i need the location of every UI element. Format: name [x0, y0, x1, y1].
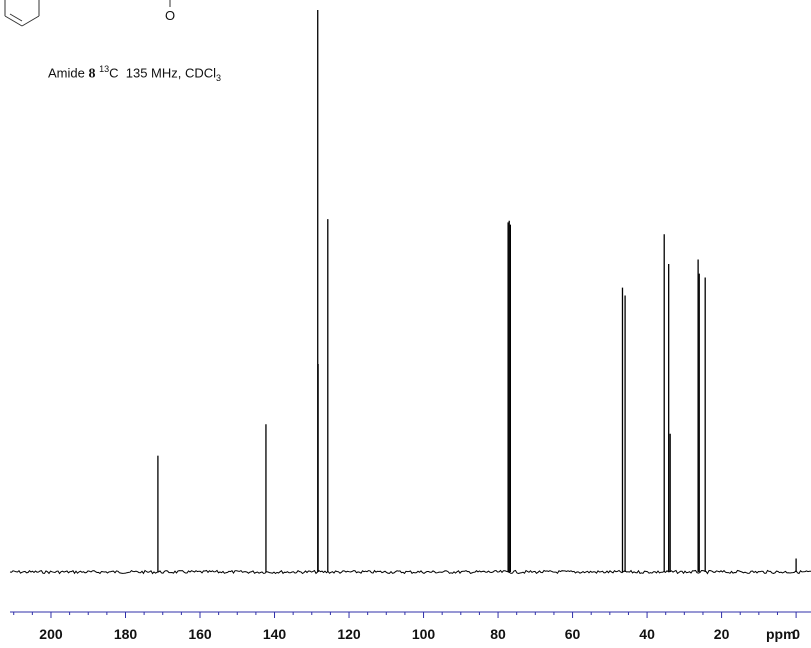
- spectrum-baseline: [9, 569, 811, 575]
- solvent-subscript: 3: [216, 72, 222, 83]
- x-axis-label: ppm: [766, 626, 796, 642]
- spectrum-caption: Amide 8 13C 135 MHz, CDCl3: [48, 64, 221, 83]
- x-tick-label-20: 20: [714, 626, 730, 642]
- nucleus-mass: 13: [99, 64, 110, 74]
- peaks-layer: [157, 10, 797, 572]
- acquisition-conditions: 135 MHz, CDCl: [125, 65, 217, 81]
- structure-fragment: O: [4, 0, 175, 27]
- x-tick-label-120: 120: [337, 626, 361, 642]
- x-tick-label-100: 100: [412, 626, 436, 642]
- x-tick-label-140: 140: [263, 626, 287, 642]
- x-tick-label-80: 80: [490, 626, 506, 642]
- x-tick-label-180: 180: [114, 626, 138, 642]
- nucleus-symbol: C: [109, 65, 119, 81]
- x-tick-label-60: 60: [565, 626, 581, 642]
- oxygen-label: O: [165, 8, 175, 23]
- x-tick-label-200: 200: [39, 626, 63, 642]
- x-axis-ticks: 200 180 160 140 120 100 80 60 40 20 0: [13, 612, 800, 642]
- caption-prefix: Amide: [48, 65, 85, 81]
- x-tick-label-40: 40: [639, 626, 655, 642]
- x-tick-label-160: 160: [188, 626, 212, 642]
- x-tick-label-0: 0: [792, 626, 800, 642]
- compound-number: 8: [88, 66, 96, 82]
- benzene-ring-icon: [4, 0, 40, 27]
